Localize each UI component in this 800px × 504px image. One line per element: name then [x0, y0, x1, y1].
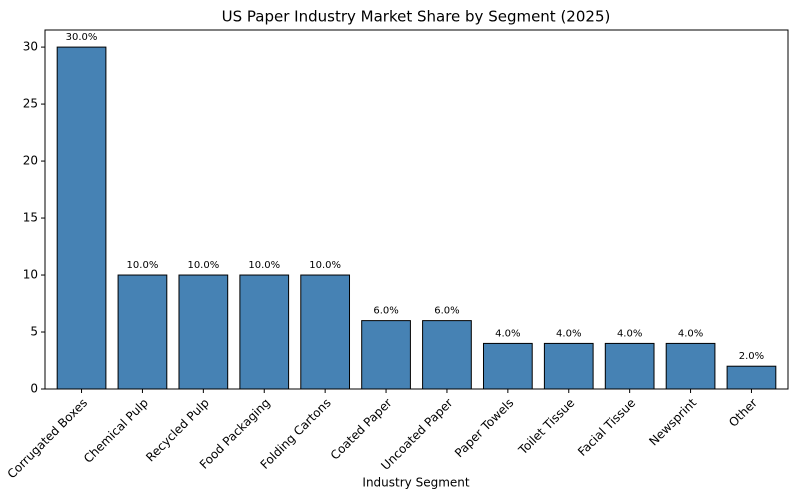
x-tick-label: Toilet Tissue — [515, 396, 577, 458]
x-tick-label: Coated Paper — [328, 396, 395, 463]
x-tick-label: Recycled Pulp — [143, 396, 212, 465]
value-label: 2.0% — [739, 351, 764, 362]
value-label: 4.0% — [556, 328, 581, 339]
y-tick-label: 25 — [23, 97, 38, 111]
value-label: 30.0% — [66, 32, 98, 43]
y-tick-label: 20 — [23, 154, 38, 168]
bar — [239, 274, 290, 390]
value-label: 10.0% — [127, 260, 159, 271]
bar — [482, 342, 533, 390]
bar — [604, 342, 655, 390]
x-tick-label: Other — [726, 396, 760, 430]
bar — [543, 342, 594, 390]
bar — [56, 46, 107, 390]
bar — [178, 274, 229, 390]
x-tick-label: Chemical Pulp — [81, 396, 151, 466]
y-tick-label: 5 — [30, 325, 38, 339]
x-tick-label: Corrugated Boxes — [5, 396, 91, 482]
y-tick-label: 0 — [30, 382, 38, 396]
value-label: 10.0% — [187, 260, 219, 271]
bar — [726, 365, 777, 390]
y-tick-label: 15 — [23, 211, 38, 225]
bar — [117, 274, 168, 390]
chart-title: US Paper Industry Market Share by Segmen… — [222, 8, 611, 26]
value-label: 4.0% — [678, 328, 703, 339]
plot-frame — [44, 29, 789, 390]
x-tick-label: Facial Tissue — [575, 396, 638, 459]
bar — [422, 320, 472, 390]
value-label: 4.0% — [617, 328, 642, 339]
bar — [361, 320, 411, 390]
value-label: 6.0% — [373, 306, 398, 317]
value-label: 6.0% — [434, 306, 459, 317]
value-label: 10.0% — [248, 260, 280, 271]
value-label: 10.0% — [309, 260, 341, 271]
bar — [300, 274, 351, 390]
y-tick-label: 30 — [23, 40, 38, 54]
x-tick-label: Newsprint — [646, 395, 699, 448]
x-axis-label: Industry Segment — [362, 476, 469, 490]
x-tick-label: Paper Towels — [452, 396, 517, 461]
value-label: 4.0% — [495, 328, 520, 339]
bar — [665, 342, 716, 390]
y-tick-label: 10 — [23, 268, 38, 282]
